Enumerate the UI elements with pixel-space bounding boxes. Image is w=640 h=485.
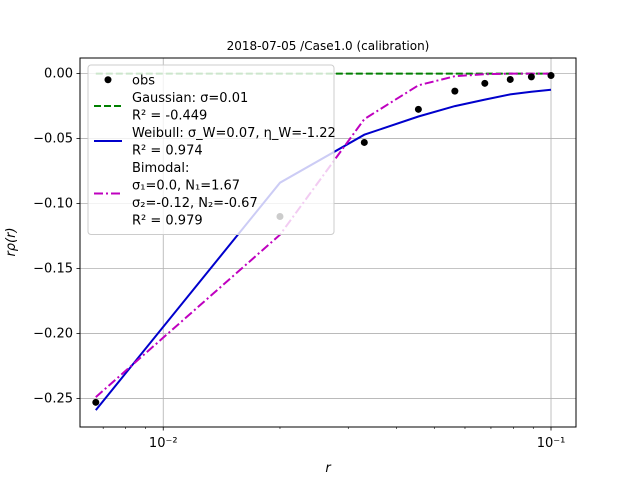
data-point-obs — [506, 75, 514, 83]
chart-title: 2018-07-05 /Case1.0 (calibration) — [227, 39, 430, 53]
y-tick-label: 0.00 — [44, 67, 73, 82]
x-axis-label: r — [325, 461, 332, 476]
legend-label-bimodal: σ₁=0.0, N₁=1.67 — [132, 179, 240, 194]
data-point-obs — [360, 138, 368, 146]
legend-box — [87, 64, 335, 235]
legend-label-bimodal: σ₂=-0.12, N₂=-0.67 — [132, 196, 258, 211]
legend-label-obs: obs — [132, 74, 155, 89]
x-tick-label: 10⁻² — [149, 436, 178, 451]
plot-frame — [79, 57, 577, 428]
data-point-obs — [451, 87, 459, 95]
y-tick-label: −0.10 — [33, 197, 73, 212]
legend-label-weibull: Weibull: σ_W=0.07, η_W=-1.22 — [132, 126, 336, 141]
y-axis-label: rρ(r) — [4, 227, 19, 256]
legend-label-gaussian: Gaussian: σ=0.01 — [132, 91, 248, 106]
data-point-obs — [527, 73, 535, 81]
legend-label-bimodal: Bimodal: — [132, 161, 189, 176]
data-point-obs — [414, 105, 422, 113]
legend-label-bimodal: R² = 0.979 — [132, 214, 203, 229]
legend-label-weibull: R² = 0.974 — [132, 144, 203, 159]
y-tick-label: −0.25 — [33, 391, 73, 406]
y-tick-label: −0.20 — [33, 326, 73, 341]
y-tick-label: −0.05 — [33, 132, 73, 147]
legend: obs Gaussian: σ=0.01 R² = -0.449 Weibull: σ… — [87, 64, 336, 235]
x-tick-label: 10⁻¹ — [537, 436, 566, 451]
axes: 0.00 −0.05 −0.10 −0.15 −0.20 −0.25 10⁻² 10⁻¹ — [33, 67, 565, 451]
legend-label-gaussian: R² = -0.449 — [132, 109, 207, 124]
legend-swatch-obs — [104, 76, 112, 84]
data-point-obs — [481, 79, 489, 87]
data-point-obs — [92, 398, 100, 406]
y-tick-label: −0.15 — [33, 261, 73, 276]
data-point-obs — [547, 72, 555, 80]
